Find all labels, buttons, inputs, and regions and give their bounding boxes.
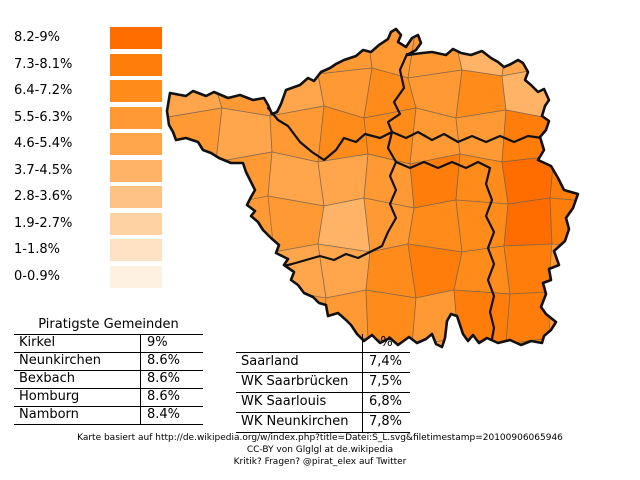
legend-row: 1-1.8%: [14, 239, 164, 261]
gemeinden-table: Kirkel 9% Neunkirchen 8.6% Bexbach 8.6% Hombur…: [14, 334, 203, 425]
table-row: Homburg 8.6%: [14, 388, 203, 406]
row-value-cell: 7,5%: [369, 374, 403, 389]
row-value-cell: 8.6%: [147, 371, 181, 386]
legend-color-swatch: [110, 265, 162, 288]
row-label-cell: WK Saarlouis: [236, 393, 363, 412]
row-value-cell: 7,4%: [369, 354, 403, 369]
row-label-cell: Bexbach: [14, 371, 141, 388]
legend-bin-label: 8.2-9%: [14, 30, 60, 45]
footer-license-line: CC-BY von Glglgl at de.wikipedia: [246, 445, 394, 455]
municipality-cell: [503, 197, 553, 247]
municipality-cells: [167, 29, 578, 347]
legend-bin-label: 1.9-2.7%: [14, 215, 73, 231]
district-border-line: [380, 130, 398, 248]
row-value-cell: 8.6%: [147, 353, 181, 368]
state-outline: [165, 27, 580, 349]
municipality-cell: [455, 199, 509, 253]
legend-row: 5.5-6.3%: [14, 106, 164, 129]
legend-color-swatch: [110, 133, 162, 155]
legend-row: 2.8-3.6%: [14, 186, 164, 208]
footer: Karte basiert auf http://de.wikipedia.or…: [0, 432, 640, 468]
legend-row: 3.7-4.5%: [14, 159, 164, 182]
legend-color-swatch: [110, 239, 162, 261]
municipality-cell: [363, 197, 415, 253]
legend-bin-label: 5.5-6.3%: [14, 109, 73, 125]
row-label-cell: Homburg: [14, 389, 141, 406]
district-border-line: [394, 160, 496, 346]
municipality-cell: [411, 289, 459, 347]
saarland-map-svg: [165, 27, 580, 349]
district-border-line: [266, 52, 409, 162]
legend-row: 6.4-7.2%: [14, 80, 164, 102]
table-row: WK Neunkirchen 7,8%: [236, 412, 410, 433]
legend-color-swatch: [110, 159, 162, 182]
municipality-cell: [549, 155, 578, 203]
table-row: Namborn 8.4%: [14, 406, 203, 425]
row-label-cell: WK Neunkirchen: [236, 413, 363, 432]
row-value-cell: 9%: [147, 335, 168, 350]
table-row: %: [236, 334, 410, 352]
table-row: WK Saarbrücken 7,5%: [236, 372, 410, 392]
row-value-cell: 7,8%: [369, 414, 403, 429]
legend-color-swatch: [110, 53, 162, 76]
row-label-cell: Saarland: [236, 353, 363, 372]
row-label-cell: Neunkirchen: [14, 353, 141, 370]
municipality-cell: [455, 153, 509, 205]
table-row: Saarland 7,4%: [236, 352, 410, 372]
row-label-cell: Kirkel: [14, 335, 141, 352]
footer-contact-line: Kritik? Fragen? @pirat_elex auf Twitter: [233, 457, 407, 467]
municipality-cell: [365, 243, 417, 299]
legend: 8.2-9% 7.3-8.1% 6.4-7.2% 5.5-6.3% 4.6-5.4% 3.…: [0, 0, 170, 300]
municipality-cell: [317, 243, 371, 299]
footer-source-line: Karte basiert auf http://de.wikipedia.or…: [77, 433, 563, 443]
municipality-cell: [453, 29, 511, 77]
municipality-cell: [453, 245, 511, 295]
municipality-cell: [317, 197, 371, 253]
row-label-cell: WK Saarbrücken: [236, 373, 363, 392]
wahlkreise-table: % Saarland 7,4% WK Saarbrücken 7,5% WK Saarlo…: [236, 334, 410, 433]
row-label-cell: [236, 334, 363, 352]
municipality-cell: [547, 111, 578, 159]
legend-bin-label: 1-1.8%: [14, 242, 60, 257]
legend-bin-label: 3.7-4.5%: [14, 162, 73, 178]
row-value-cell: 6,8%: [369, 394, 403, 409]
table-row: Bexbach 8.6%: [14, 370, 203, 388]
legend-color-swatch: [110, 186, 162, 208]
row-label-cell: Namborn: [14, 407, 141, 424]
legend-color-swatch: [110, 80, 162, 102]
legend-row: 7.3-8.1%: [14, 53, 164, 76]
municipality-cell: [269, 243, 327, 299]
legend-color-swatch: [110, 212, 162, 235]
district-border-line: [390, 130, 552, 152]
municipality-cell: [453, 289, 511, 345]
legend-row: 0-0.9%: [14, 265, 164, 288]
legend-bin-label: 2.8-3.6%: [14, 189, 73, 204]
legend-bin-label: 7.3-8.1%: [14, 56, 73, 72]
municipality-cell: [407, 199, 463, 253]
table-row: Neunkirchen 8.6%: [14, 352, 203, 370]
legend-row: 4.6-5.4%: [14, 133, 164, 155]
table-row: WK Saarlouis 6,8%: [236, 392, 410, 412]
legend-color-swatch: [110, 106, 162, 129]
district-borders: [266, 52, 552, 346]
row-value-cell: %: [380, 335, 393, 350]
district-border-line: [282, 244, 384, 268]
legend-color-swatch: [110, 27, 162, 49]
legend-bin-label: 4.6-5.4%: [14, 136, 73, 151]
legend-row: 1.9-2.7%: [14, 212, 164, 235]
municipality-cell: [267, 29, 327, 75]
legend-bin-label: 6.4-7.2%: [14, 83, 73, 98]
municipality-cell: [317, 153, 369, 207]
municipality-cell: [501, 29, 557, 77]
row-value-cell: 8.4%: [147, 407, 181, 422]
table-row: Kirkel 9%: [14, 334, 203, 352]
legend-bin-label: 0-0.9%: [14, 268, 60, 284]
saarland-map: [160, 8, 610, 368]
gemeinden-table-title: Piratigste Gemeinden: [38, 317, 179, 332]
row-value-cell: 8.6%: [147, 389, 181, 404]
municipality-cell: [317, 29, 373, 75]
legend-row: 8.2-9%: [14, 27, 164, 49]
